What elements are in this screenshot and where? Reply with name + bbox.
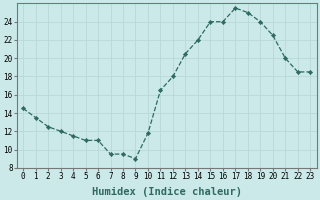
X-axis label: Humidex (Indice chaleur): Humidex (Indice chaleur) (92, 186, 242, 197)
